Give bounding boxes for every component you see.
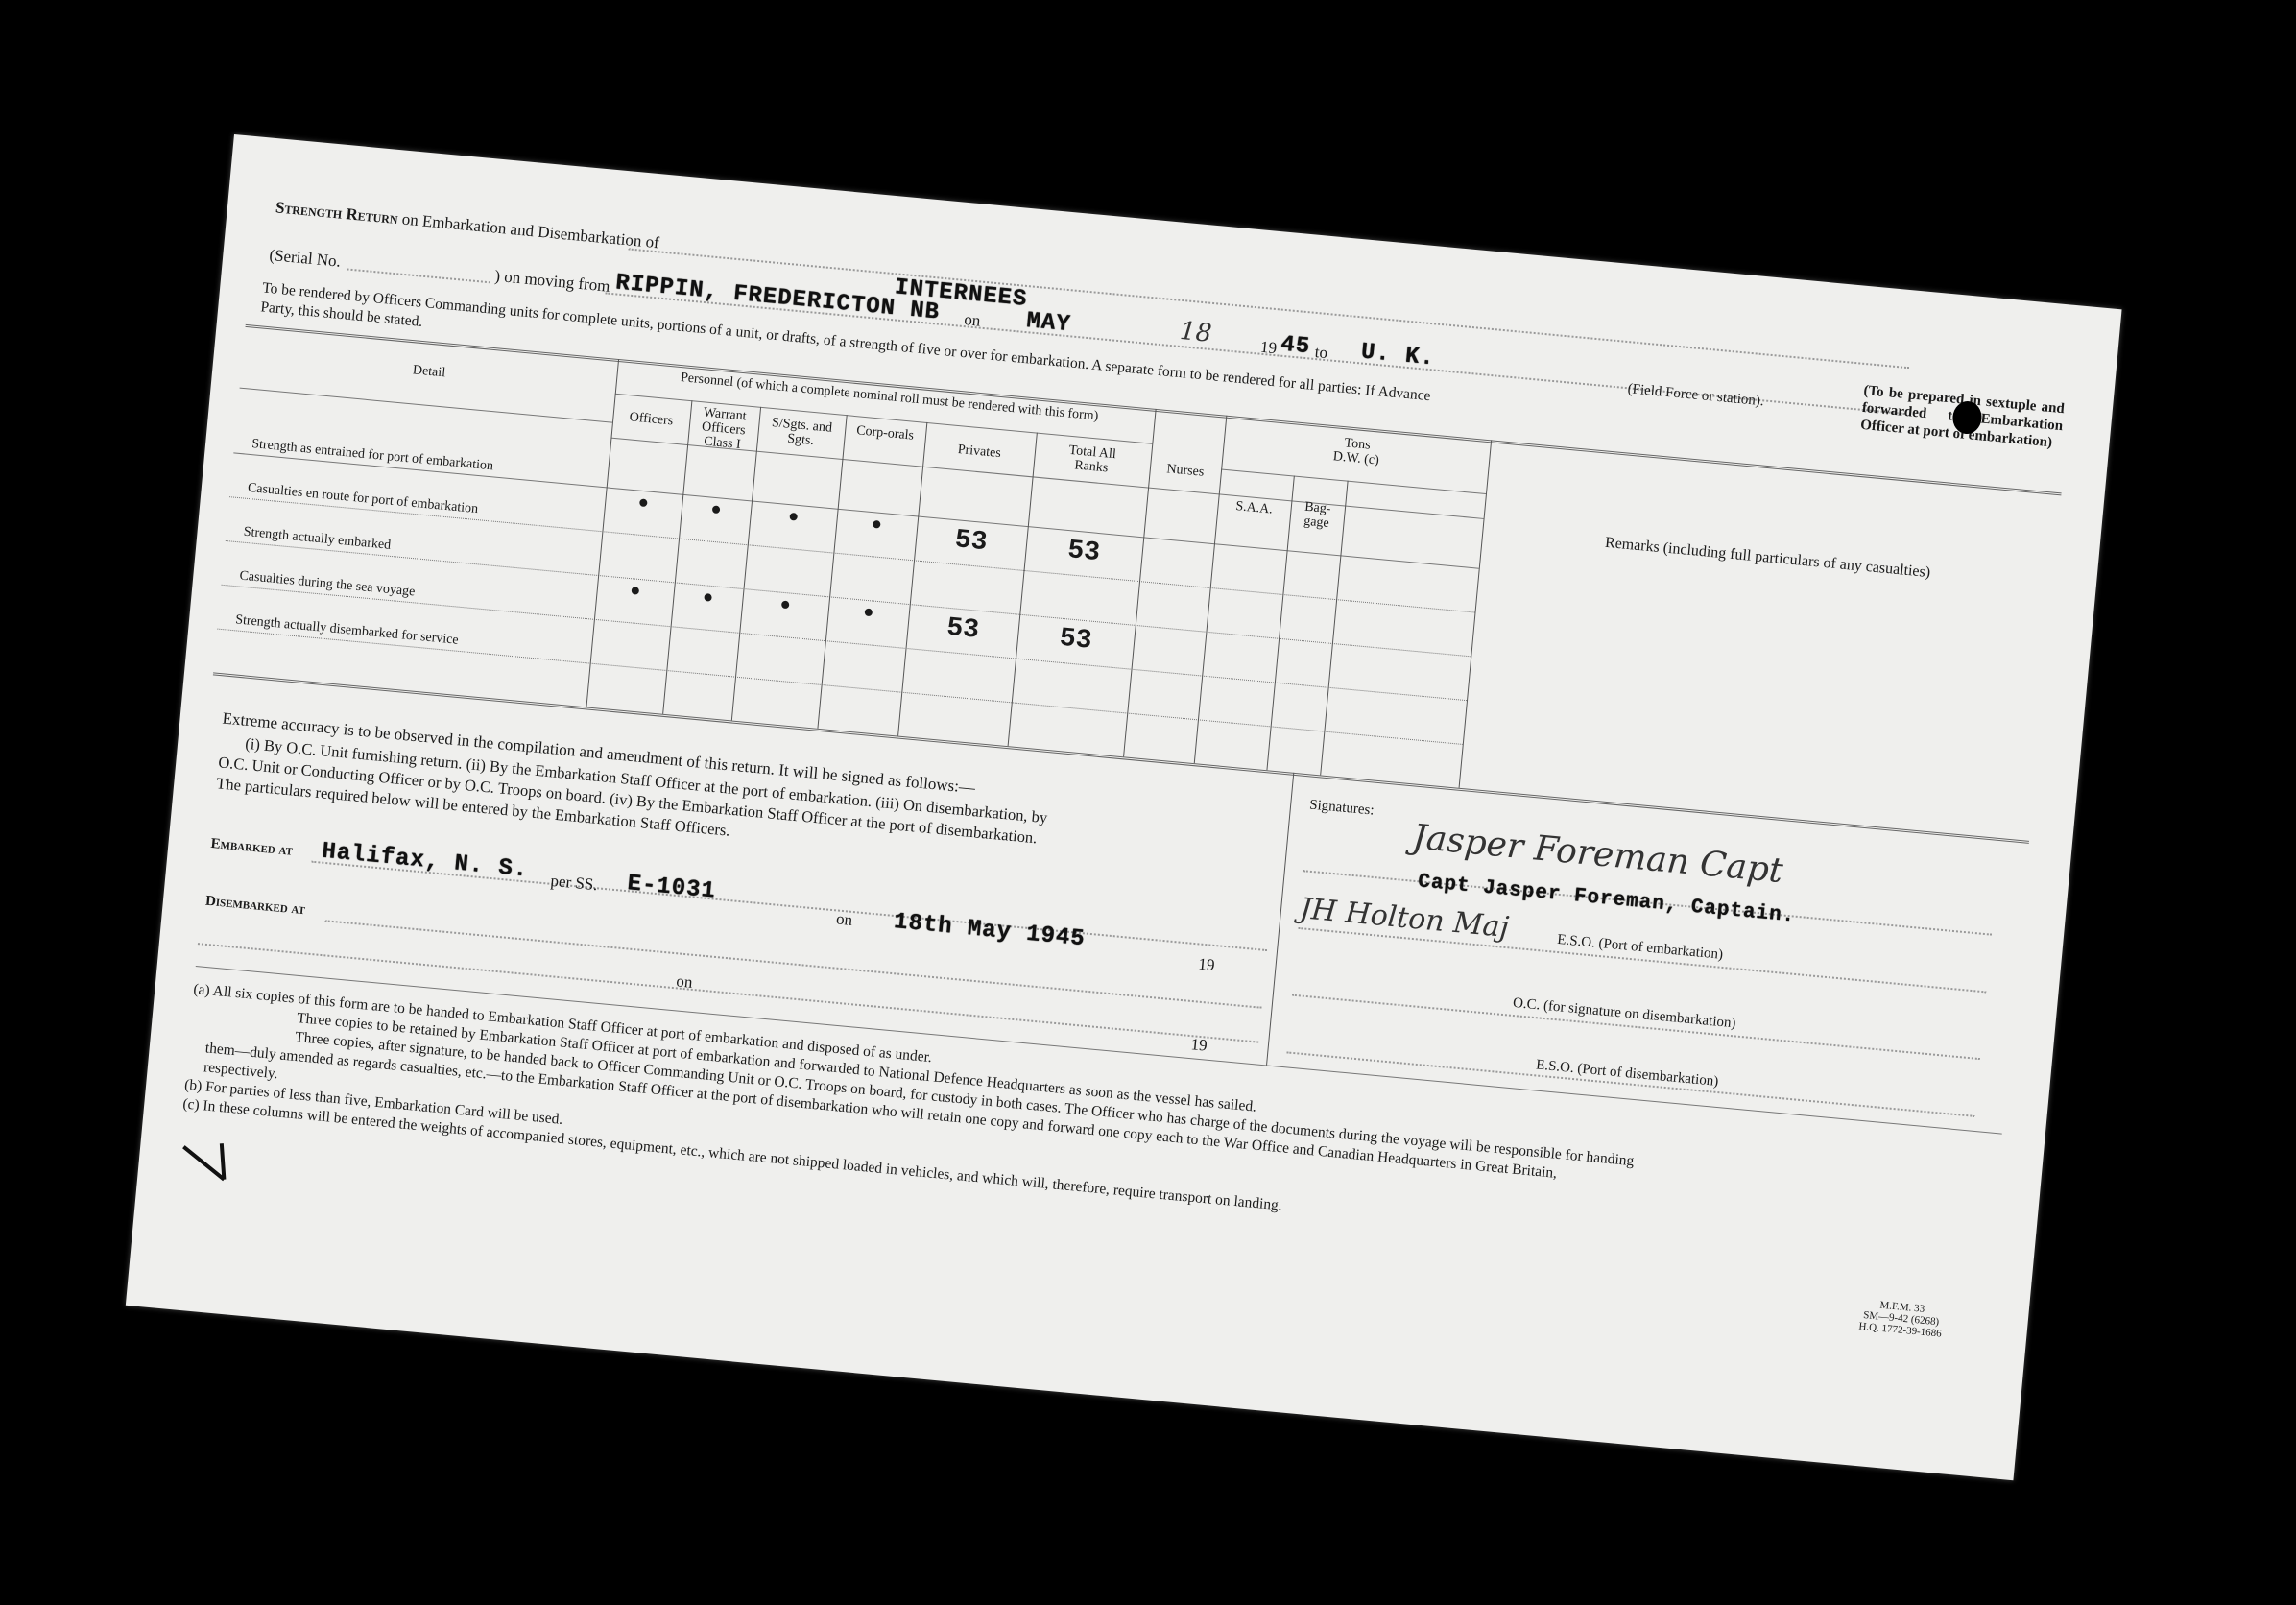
- title-rest: on Embarkation and Disembarkation of: [400, 209, 660, 252]
- check-mark-icon: [182, 1143, 227, 1182]
- note-a2: Three copies, after signature, to be han…: [294, 1028, 1636, 1170]
- cell-value: 53: [1065, 536, 1102, 569]
- embarked-on-label: on: [835, 909, 854, 929]
- row-label: Strength as entrained for port of embark…: [251, 437, 494, 474]
- cell-value: 53: [953, 525, 989, 559]
- serial-label: (Serial No.: [268, 245, 342, 271]
- col-sergeants: S/Sgts. and Sgts.: [771, 416, 833, 449]
- cell-value: •: [867, 511, 886, 543]
- on-label: on: [963, 310, 982, 330]
- field-force-label: (Field Force or station).: [1626, 381, 1765, 410]
- embarked-year-prefix: 19: [1197, 954, 1216, 975]
- day-value: 18: [1178, 316, 1213, 348]
- cell-value: •: [625, 577, 645, 610]
- cell-value: •: [783, 503, 803, 536]
- cell-value: •: [634, 490, 653, 521]
- col-tons: Tons D.W. (c): [1332, 436, 1380, 468]
- signatures-label: Signatures:: [1308, 797, 1375, 819]
- row-label: Casualties en route for port of embarkat…: [247, 480, 479, 517]
- col-corporals: Corp-orals: [855, 423, 915, 443]
- cell-value: •: [706, 496, 726, 528]
- title-prefix: Strength Return: [275, 198, 399, 228]
- cell-value: •: [698, 584, 718, 616]
- destination-value: U. K.: [1359, 339, 1436, 372]
- embarked-at-value: Halifax, N. S.: [321, 838, 530, 884]
- col-saa: S.A.A.: [1234, 499, 1274, 517]
- disembarked-year-prefix: 19: [1189, 1035, 1208, 1055]
- cell-value: 53: [1058, 623, 1093, 657]
- form-document: Strength Return on Embarkation and Disem…: [125, 134, 2122, 1481]
- form-code: M.F.M. 33 SM—9-42 (6268) H.Q. 1772-39-16…: [1858, 1298, 1944, 1340]
- col-nurses: Nurses: [1165, 462, 1205, 480]
- ship-value: E-1031: [626, 871, 717, 905]
- col-warrant-officers: Warrant Officers Class I: [701, 405, 748, 453]
- row-label: Casualties during the sea voyage: [238, 568, 416, 600]
- cell-value: •: [858, 599, 878, 631]
- month-value: MAY: [1025, 308, 1072, 339]
- disembarked-label: Disembarked at: [204, 893, 306, 919]
- col-privates: Privates: [957, 443, 1002, 462]
- embarked-label: Embarked at: [209, 835, 294, 859]
- year-value: 45: [1280, 331, 1312, 361]
- col-baggage: Bag-gage: [1303, 499, 1332, 532]
- per-ss-label: per SS.: [549, 871, 599, 895]
- moving-from-label: ) on moving from: [493, 266, 611, 296]
- row-label: Strength actually disembarked for servic…: [234, 612, 460, 648]
- embarked-date-value: 18th May 1945: [892, 909, 1087, 953]
- to-label: to: [1314, 343, 1328, 363]
- form-title: Strength Return on Embarkation and Disem…: [275, 198, 659, 252]
- cell-value: •: [776, 591, 795, 623]
- col-officers: Officers: [629, 410, 674, 429]
- year-prefix: 19: [1259, 337, 1278, 358]
- cell-value: 53: [945, 612, 981, 646]
- eso-disembarkation-label: E.S.O. (Port of disembarkation): [1535, 1057, 1719, 1090]
- col-total: Total All Ranks: [1068, 443, 1117, 476]
- remarks-header: Remarks (including full particulars of a…: [1604, 534, 1931, 582]
